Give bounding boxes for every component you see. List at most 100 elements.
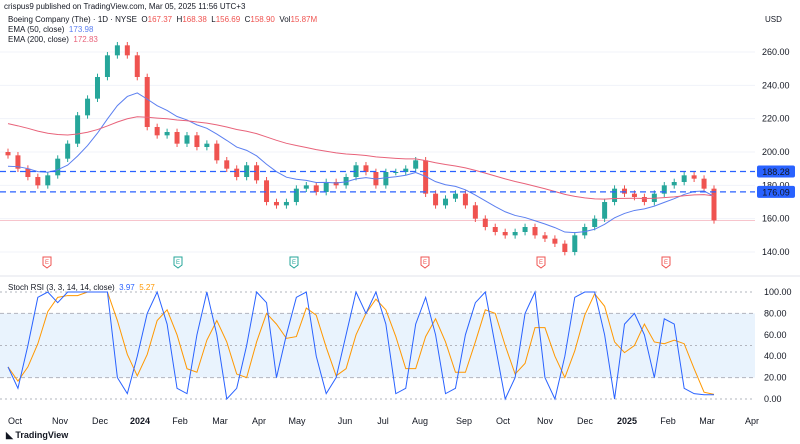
ema50-legend[interactable]: EMA (50, close) 173.98	[8, 25, 93, 34]
candle-body	[452, 193, 458, 199]
candle-body	[423, 160, 429, 194]
ema50-label: EMA (50, close)	[8, 25, 65, 34]
low-value: 156.69	[215, 15, 241, 24]
candle-body	[114, 45, 120, 56]
ema200-value: 172.83	[73, 35, 98, 44]
candle-body	[413, 160, 419, 169]
currency-label: USD	[765, 15, 782, 24]
candle-body	[661, 185, 667, 194]
time-tick-label: Jun	[338, 416, 353, 426]
volume-label: Vol	[279, 15, 291, 24]
level-price-badge	[757, 185, 795, 198]
price-tick-label: 180.00	[762, 180, 790, 190]
close-value: 158.90	[250, 15, 275, 24]
stoch-d-line	[7, 291, 715, 395]
candle-body	[234, 168, 240, 178]
time-tick-label: Nov	[537, 416, 554, 426]
earnings-label: E	[45, 260, 49, 266]
time-tick-label: 2024	[130, 416, 150, 426]
time-tick-label: Apr	[745, 416, 759, 426]
stoch-tick-label: 40.00	[764, 351, 787, 361]
candle-body	[184, 135, 190, 144]
time-tick-label: Oct	[496, 416, 511, 426]
candle-body	[671, 182, 677, 186]
candle-body	[25, 168, 31, 178]
candle-body	[681, 175, 687, 183]
candle-body	[512, 232, 518, 236]
candle-body	[641, 197, 647, 203]
stoch-d-value: 5.27	[139, 283, 155, 292]
stoch-label: Stoch RSI (3, 3, 14, 14, close)	[8, 283, 115, 292]
candle-body	[45, 175, 51, 186]
candle-body	[433, 193, 439, 206]
low-label: L	[211, 15, 216, 24]
price-tick-label: 160.00	[762, 214, 790, 224]
stoch-tick-label: 100.00	[764, 287, 792, 297]
price-tick-label: 200.00	[762, 147, 790, 157]
tradingview-logo: ◣ TradingView	[6, 430, 69, 440]
stoch-k-value: 3.97	[119, 283, 135, 292]
symbol-legend: Boeing Company (The) · 1D · NYSE O167.37…	[8, 15, 317, 24]
earnings-marker-icon	[289, 256, 299, 269]
candle-body	[154, 127, 160, 136]
candle-body	[254, 165, 260, 181]
candle-body	[701, 178, 707, 189]
candle-body	[214, 143, 220, 161]
earnings-marker-icon	[420, 256, 430, 269]
price-tick-label: 220.00	[762, 114, 790, 124]
time-tick-label: Nov	[52, 416, 69, 426]
earnings-label: E	[423, 260, 427, 266]
candle-body	[124, 45, 130, 56]
candle-body	[85, 98, 91, 116]
candle-body	[562, 243, 568, 253]
level-price-badge	[757, 165, 795, 178]
time-tick-label: Mar	[212, 416, 228, 426]
candle-body	[35, 177, 41, 186]
candle-body	[502, 232, 508, 236]
candle-body	[313, 185, 319, 193]
price-tick-label: 240.00	[762, 80, 790, 90]
level-price-label: 176.09	[762, 187, 790, 197]
symbol-name[interactable]: Boeing Company (The) · 1D · NYSE	[8, 15, 137, 24]
candle-body	[15, 155, 21, 169]
stoch-legend[interactable]: Stoch RSI (3, 3, 14, 14, close) 3.97 5.2…	[8, 283, 155, 292]
stoch-tick-label: 60.00	[764, 330, 787, 340]
ema200-line	[7, 116, 715, 200]
close-label: C	[244, 15, 251, 24]
candle-body	[244, 165, 250, 178]
candle-body	[552, 238, 558, 244]
earnings-marker-icon	[536, 256, 546, 269]
candle-body	[403, 168, 409, 173]
time-tick-label: Sep	[456, 416, 472, 426]
time-tick-label: Feb	[172, 416, 188, 426]
candle-body	[55, 158, 61, 176]
candle-body	[273, 202, 279, 206]
ema200-legend[interactable]: EMA (200, close) 172.83	[8, 35, 98, 44]
time-tick-label: Mar	[699, 416, 715, 426]
ema50-value: 173.98	[68, 25, 94, 34]
earnings-label: E	[292, 260, 296, 266]
candle-body	[631, 193, 637, 198]
candle-body	[194, 135, 200, 148]
logo-text: TradingView	[15, 430, 69, 440]
price-tick-label: 140.00	[762, 247, 790, 257]
time-tick-label: Dec	[577, 416, 594, 426]
candle-body	[592, 218, 598, 228]
publisher-text: crispus9 published on TradingView.com, M…	[4, 2, 246, 11]
candle-body	[363, 165, 369, 173]
volume-value: 15.87M	[290, 15, 318, 24]
candle-body	[174, 132, 180, 144]
earnings-marker-icon	[173, 256, 183, 269]
candle-body	[75, 115, 81, 144]
candle-body	[492, 227, 498, 233]
candle-body	[264, 180, 270, 203]
candle-body	[293, 188, 299, 203]
earnings-marker-icon	[661, 256, 671, 269]
candle-body	[572, 235, 578, 253]
candle-body	[283, 202, 289, 206]
stoch-tick-label: 20.00	[764, 373, 787, 383]
candle-body	[383, 172, 389, 186]
candle-body	[333, 182, 339, 186]
